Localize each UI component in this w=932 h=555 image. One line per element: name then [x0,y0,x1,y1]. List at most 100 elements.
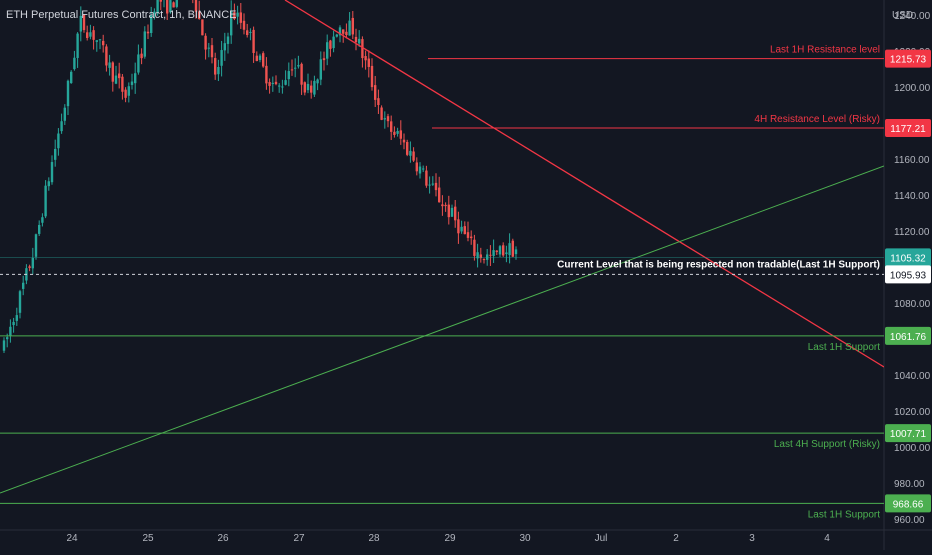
candle-body [63,107,66,121]
candle-body [322,58,326,61]
candle-body [79,15,82,32]
candle-body [514,249,518,255]
candle-body [358,38,361,44]
x-tick-label: 3 [749,533,755,544]
support-badge: 1007.71 [890,429,927,440]
candle-body [121,76,124,92]
candle-body [370,65,374,88]
candle-body [447,204,450,218]
candle-body [134,73,137,84]
candle-body [233,12,236,19]
candle-body [383,118,386,120]
candle-body [198,11,201,19]
candle-body [313,80,316,95]
candle-body [54,148,57,160]
candle-body [479,254,482,259]
candle-body [473,239,476,256]
candle-body [92,30,95,40]
candle-body [406,142,409,155]
candle-body [441,204,444,207]
candle-body [105,46,108,66]
candle-body [457,219,460,234]
candle-body [258,55,262,60]
candle-body [57,133,60,149]
candle-body [9,326,12,336]
candle-body [396,130,399,134]
candle-body [47,181,50,187]
candle-body [31,257,34,269]
y-tick-label: 1040.00 [894,371,931,382]
candle-body [70,71,73,84]
y-tick-label: 1020.00 [894,407,931,418]
candle-body [399,130,402,139]
candle-body [111,62,114,82]
candle-body [204,35,207,50]
candle-body [102,40,105,46]
candle-body [361,39,364,59]
candle-body [354,36,358,43]
resistance-badge: 1215.73 [890,55,927,66]
candle-body [294,67,297,69]
candle-body [50,162,54,183]
plot-layer [0,0,884,504]
support-badge: 1061.76 [890,332,927,343]
candle-body [127,86,130,96]
candle-body [329,40,332,49]
candle-body [412,151,415,161]
candle-body [393,131,396,135]
x-tick-label: 24 [66,533,78,544]
candle-body [214,58,217,75]
candle-body [242,20,246,30]
resistance-badge-bg [885,49,931,68]
candle-body [428,184,431,186]
candle-body [444,204,447,207]
current-level-note: Current Level that is being respected no… [557,259,880,270]
candle-body [290,69,294,71]
candle-body [86,32,89,38]
x-tick-label: 27 [293,533,305,544]
last-price-badge: 1105.32 [890,253,926,264]
candle-body [460,226,463,232]
candle-body [463,226,466,235]
y-tick-label: 980.00 [894,479,925,490]
candle-body [159,0,162,2]
candle-body [207,47,210,49]
candle-body [409,150,412,156]
candle-body [175,0,178,7]
candle-body [150,15,153,33]
current-level-badge: 1095.93 [890,270,927,281]
candle-body [297,65,300,67]
candle-body [130,81,134,85]
ascending-trendline [0,165,884,494]
candle-body [338,27,342,36]
candle-body [137,54,140,73]
candle-body [252,29,255,53]
candle-body [172,2,175,8]
y-tick-label: 1140.00 [894,191,930,202]
candle-body [124,89,127,98]
candle-body [108,62,111,68]
candle-body [425,170,428,186]
candle-body [223,43,226,51]
candle-body [450,207,454,217]
candle-body [73,57,76,70]
candle-body [82,14,86,31]
candle-body [268,82,271,86]
candle-body [271,82,274,84]
candle-body [236,12,239,17]
x-tick-label: 30 [519,533,531,544]
candle-body [380,107,383,120]
candle-body [201,19,204,36]
candle-body [118,73,121,79]
candle-body [60,121,63,132]
support-badge-bg [885,424,931,443]
candle-body [431,183,434,185]
candle-body [114,75,118,84]
candle-body [367,58,370,67]
candle-body [95,40,98,42]
candle-body [22,282,25,289]
candle-body [255,55,258,62]
candle-body [326,42,329,59]
